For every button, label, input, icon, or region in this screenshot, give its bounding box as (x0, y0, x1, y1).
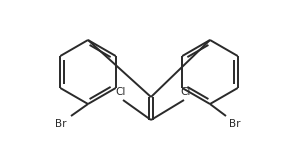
Text: Br: Br (55, 119, 67, 129)
Text: Cl: Cl (116, 87, 126, 97)
Text: Cl: Cl (181, 87, 191, 97)
Text: Br: Br (229, 119, 241, 129)
